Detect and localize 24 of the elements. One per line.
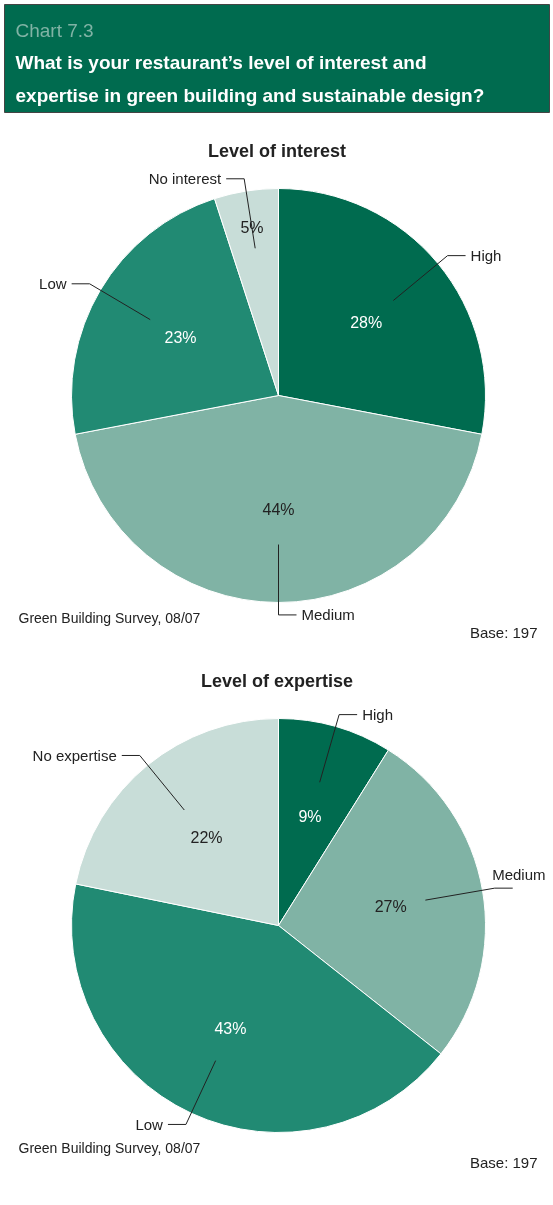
data-label: 9% [298,807,322,825]
data-label: 28% [350,314,383,332]
chart-title: Level of interest [207,140,347,161]
chart-title: Level of expertise [200,670,354,691]
slice-label: High [362,706,393,724]
text: Green Building Survey, 08/07 [18,1139,201,1156]
slice-label: No expertise [32,746,117,764]
caption: Chart 7.3 [15,20,94,41]
data-label: 43% [214,1020,247,1038]
data-label: 27% [374,897,407,915]
data-label: 5% [240,219,264,237]
slice-label: Low [39,275,67,293]
text: Base: 197 [469,624,538,641]
text: Green Building Survey, 08/07 [18,609,201,626]
text: What is your restaurant’s level of interest and expertise in green building and sustainable design? [15,52,485,106]
data-label: 22% [190,828,223,846]
slice-label: Medium [301,606,355,624]
slice-label: No interest [148,170,223,188]
slice-label: Medium [492,865,546,883]
text: Base: 197 [469,1154,538,1171]
slice-label: High [470,247,502,265]
data-label: 23% [164,329,197,347]
data-label: 44% [262,500,295,518]
slice-label: Low [135,1115,164,1133]
